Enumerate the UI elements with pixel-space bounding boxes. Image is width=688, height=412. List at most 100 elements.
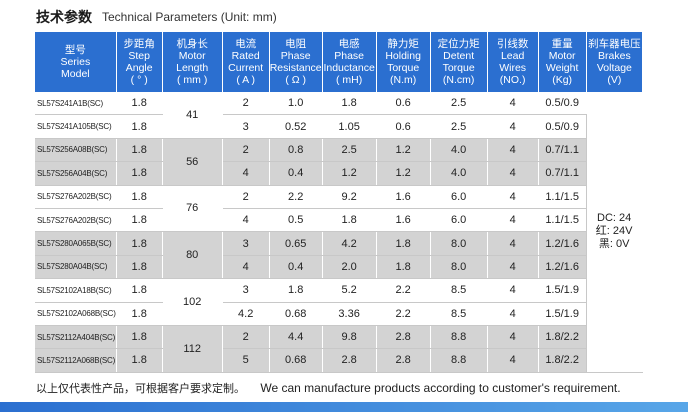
cell-weight: 0.7/1.1 <box>538 161 587 186</box>
cell-detent-torque: 6.0 <box>430 185 488 209</box>
cell-holding-torque: 0.6 <box>376 92 431 116</box>
cell-holding-torque: 2.8 <box>376 348 431 373</box>
cell-resistance: 1.0 <box>269 92 323 116</box>
cell-weight: 1.1/1.5 <box>538 208 587 233</box>
cell-detent-torque: 8.5 <box>430 278 488 303</box>
cell-model: SL57S280A065B(SC) <box>35 231 117 256</box>
cell-model: SL57S280A04B(SC) <box>35 255 117 280</box>
cell-weight: 0.5/0.9 <box>538 92 587 116</box>
cell-current: 2 <box>222 92 270 116</box>
cell-motor-length: 80 <box>162 231 223 280</box>
cell-weight: 1.8/2.2 <box>538 325 587 350</box>
cell-resistance: 0.68 <box>269 302 323 326</box>
cell-holding-torque: 1.8 <box>376 231 431 256</box>
cell-motor-length: 76 <box>162 185 223 233</box>
cell-weight: 1.5/1.9 <box>538 302 587 326</box>
cell-lead-wires: 4 <box>487 278 539 303</box>
cell-current: 3 <box>222 231 270 256</box>
cell-holding-torque: 1.6 <box>376 208 431 233</box>
cell-resistance: 0.8 <box>269 138 323 163</box>
cell-lead-wires: 4 <box>487 302 539 326</box>
cell-lead-wires: 4 <box>487 185 539 209</box>
cell-current: 4 <box>222 255 270 280</box>
cell-holding-torque: 1.8 <box>376 255 431 280</box>
cell-weight: 1.5/1.9 <box>538 278 587 303</box>
cell-model: SL57S2112A404B(SC) <box>35 325 117 350</box>
header-resistance: 电阻 Phase Resistance( Ω ) <box>269 32 323 92</box>
cell-step-angle: 1.8 <box>116 138 163 163</box>
cell-resistance: 0.68 <box>269 348 323 373</box>
page-title: 技术参数 Technical Parameters (Unit: mm) <box>36 8 277 26</box>
cell-motor-length: 41 <box>162 92 223 139</box>
cell-lead-wires: 4 <box>487 231 539 256</box>
table-row: SL57S241A105B(SC) 1.8 3 0.52 1.05 0.6 2.… <box>35 114 642 139</box>
cell-model: SL57S276A202B(SC) <box>35 208 117 233</box>
cell-current: 5 <box>222 348 270 373</box>
cell-detent-torque: 8.0 <box>430 231 488 256</box>
cell-motor-length: 56 <box>162 138 223 186</box>
cell-detent-torque: 2.5 <box>430 114 488 139</box>
cell-resistance: 0.52 <box>269 114 323 139</box>
cell-lead-wires: 4 <box>487 325 539 350</box>
table-row: SL57S2102A18B(SC) 1.8 102 3 1.8 5.2 2.2 … <box>35 278 642 326</box>
table-row: SL57S276A202B(SC) 1.8 4 0.5 1.8 1.6 6.0 … <box>35 208 642 233</box>
cell-current: 4 <box>222 161 270 186</box>
cell-current: 4.2 <box>222 302 270 326</box>
cell-model: SL57S2102A18B(SC) <box>35 278 117 303</box>
cell-inductance: 9.8 <box>322 325 377 350</box>
cell-weight: 1.2/1.6 <box>538 255 587 280</box>
cell-step-angle: 1.8 <box>116 278 163 303</box>
cell-current: 4 <box>222 208 270 233</box>
table-row: SL57S256A08B(SC) 1.8 56 2 0.8 2.5 1.2 4.… <box>35 138 642 186</box>
cell-holding-torque: 2.2 <box>376 278 431 303</box>
cell-weight: 1.1/1.5 <box>538 185 587 209</box>
cell-current: 2 <box>222 185 270 209</box>
cell-inductance: 9.2 <box>322 185 377 209</box>
cell-resistance: 0.4 <box>269 161 323 186</box>
cell-lead-wires: 4 <box>487 348 539 373</box>
cell-inductance: 5.2 <box>322 278 377 303</box>
parameters-table: 型号 Series Model 步距角 Step Angle( ° ) 机身长 Motor… <box>35 32 643 373</box>
cell-step-angle: 1.8 <box>116 255 163 280</box>
header-motor-length: 机身长 Motor Length( mm ) <box>162 32 223 92</box>
table-row: SL57S2112A068B(SC) 1.8 5 0.68 2.8 2.8 8.… <box>35 348 642 373</box>
cell-weight: 1.8/2.2 <box>538 348 587 373</box>
header-detent-torque: 定位力矩 Detent Torque (N.cm) <box>430 32 488 92</box>
cell-resistance: 1.8 <box>269 278 323 303</box>
header-step-angle: 步距角 Step Angle( ° ) <box>116 32 163 92</box>
cell-inductance: 1.2 <box>322 161 377 186</box>
header-weight: 重量 Motor Weight (Kg) <box>538 32 587 92</box>
cell-holding-torque: 1.6 <box>376 185 431 209</box>
header-inductance: 电感 Phase Inductance( mH) <box>322 32 377 92</box>
cell-weight: 0.7/1.1 <box>538 138 587 163</box>
header-row: 型号 Series Model 步距角 Step Angle( ° ) 机身长 Motor… <box>35 32 643 92</box>
cell-lead-wires: 4 <box>487 138 539 163</box>
cell-holding-torque: 1.2 <box>376 138 431 163</box>
brake-voltage-black: 黑: 0V <box>598 238 630 251</box>
cell-model: SL57S2102A068B(SC) <box>35 302 117 326</box>
cell-current: 3 <box>222 114 270 139</box>
table-row: SL57S2102A068B(SC) 1.8 4.2 0.68 3.36 2.2… <box>35 302 642 326</box>
header-lead-wires: 引线数 Lead Wires (NO.) <box>487 32 539 92</box>
cell-inductance: 2.0 <box>322 255 377 280</box>
cell-inductance: 4.2 <box>322 231 377 256</box>
cell-resistance: 2.2 <box>269 185 323 209</box>
footer-note-en: We can manufacture products according to… <box>260 381 621 395</box>
cell-model: SL57S2112A068B(SC) <box>35 348 117 373</box>
cell-detent-torque: 2.5 <box>430 92 488 116</box>
cell-holding-torque: 1.2 <box>376 161 431 186</box>
cell-step-angle: 1.8 <box>116 231 163 256</box>
cell-inductance: 1.05 <box>322 114 377 139</box>
cell-inductance: 1.8 <box>322 92 377 116</box>
brake-voltage-dc: DC: 24 <box>597 212 632 225</box>
table-row: SL57S241A1B(SC) 1.8 41 2 1.0 1.8 0.6 2.5… <box>35 92 643 373</box>
cell-step-angle: 1.8 <box>116 208 163 233</box>
header-current: 电流 Rated Current( A ) <box>222 32 270 92</box>
cell-lead-wires: 4 <box>487 114 539 139</box>
table-row: SL57S280A04B(SC) 1.8 4 0.4 2.0 1.8 8.0 4… <box>35 255 642 280</box>
cell-model: SL57S256A08B(SC) <box>35 138 117 163</box>
cell-current: 2 <box>222 325 270 350</box>
footer-note: 以上仅代表性产品，可根据客户要求定制。 We can manufacture p… <box>36 380 621 396</box>
cell-detent-torque: 4.0 <box>430 138 488 163</box>
header-holding-torque: 静力矩 Holding Torque (N.m) <box>376 32 431 92</box>
